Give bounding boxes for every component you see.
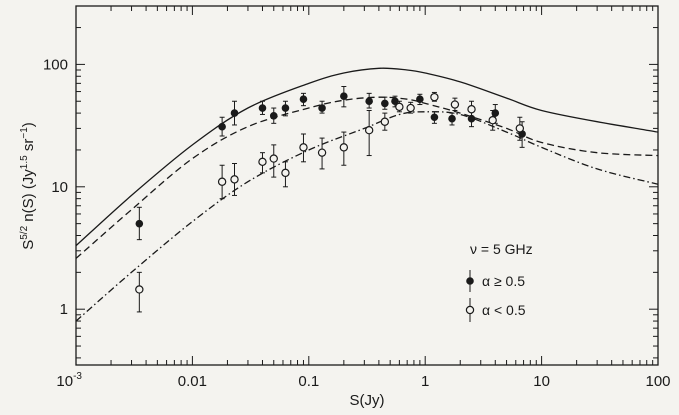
point-filled (340, 92, 348, 100)
y-axis-ticks: 1 10 100 (43, 5, 658, 359)
x-axis-ticks: 10-3 0.01 0.1 1 10 100 (56, 6, 671, 390)
legend-filled-marker (466, 277, 474, 285)
point-open (380, 117, 390, 126)
point-open (339, 143, 349, 152)
point-filled (281, 104, 290, 112)
legend-label-filled: α ≥ 0.5 (482, 273, 525, 289)
point-filled (416, 95, 424, 103)
point-filled (230, 109, 239, 117)
point-open (450, 100, 460, 109)
point-open (488, 116, 497, 125)
point-open (364, 126, 374, 135)
point-open (299, 143, 308, 152)
point-open (269, 154, 278, 163)
point-open (515, 124, 525, 133)
y-tick-label: 10 (51, 179, 68, 196)
point-filled (318, 104, 326, 112)
point-filled (269, 112, 278, 120)
point-filled (491, 109, 500, 117)
model-curves (75, 67, 659, 322)
point-open (230, 175, 239, 184)
x-tick-label: 100 (645, 373, 670, 390)
point-open (135, 285, 144, 294)
x-tick-label: 10 (533, 373, 550, 390)
point-open (430, 92, 439, 102)
model-curve-dashed (75, 96, 659, 259)
point-filled (299, 95, 308, 103)
data-points (135, 85, 526, 313)
point-open (258, 157, 267, 167)
x-tick-label: 10-3 (56, 371, 82, 390)
point-filled (430, 113, 439, 122)
y-axis-label: S5/2 n(S) (Jy1.5 sr−1) (19, 122, 37, 250)
legend: ν = 5 GHz α ≥ 0.5 α < 0.5 (465, 241, 533, 322)
point-open (281, 168, 290, 178)
x-tick-label: 0.01 (178, 373, 207, 390)
legend-open-marker (465, 305, 475, 315)
plot-frame (75, 5, 659, 366)
point-open (406, 103, 415, 113)
y-tick-label: 1 (60, 301, 68, 318)
x-tick-label: 1 (421, 373, 429, 390)
legend-label-open: α < 0.5 (482, 302, 526, 318)
point-filled (258, 104, 267, 112)
point-filled (365, 97, 373, 106)
point-filled (218, 122, 226, 131)
point-open (217, 177, 227, 186)
model-curve-dashdot (75, 111, 659, 322)
point-open (395, 102, 404, 112)
point-open (467, 105, 476, 114)
x-axis-label: S(Jy) (350, 392, 385, 409)
y-tick-label: 100 (43, 56, 68, 73)
point-filled (448, 114, 456, 123)
point-filled (135, 219, 144, 228)
x-tick-label: 0.1 (298, 373, 319, 390)
point-filled (381, 99, 389, 108)
legend-title: ν = 5 GHz (470, 241, 533, 257)
point-open (317, 148, 327, 157)
model-curve-solid (75, 67, 659, 247)
